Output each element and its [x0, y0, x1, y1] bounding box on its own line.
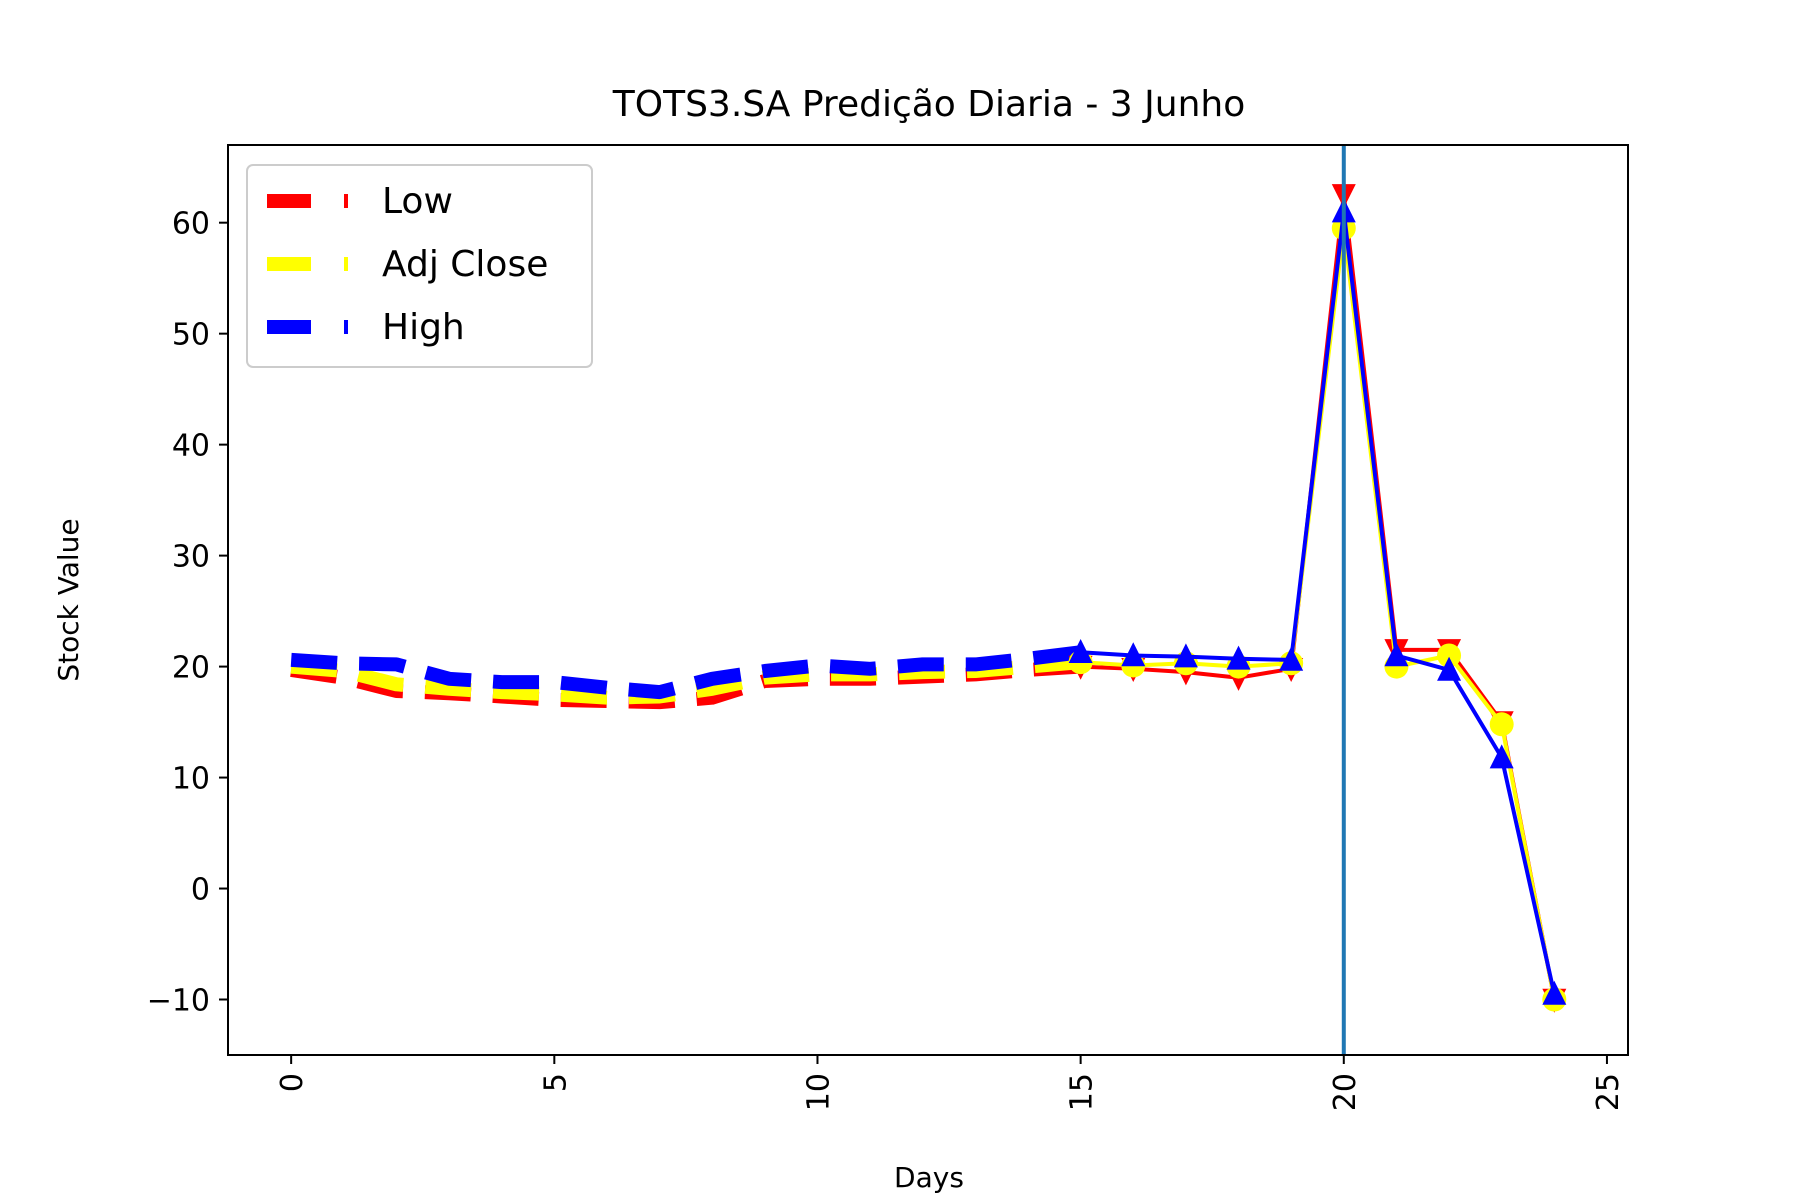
y-axis-label: Stock Value [52, 518, 85, 681]
point-high [1384, 642, 1409, 667]
chart-title: TOTS3.SA Predição Diaria - 3 Junho [612, 84, 1245, 125]
legend: Low Adj Close High [246, 164, 593, 368]
axes: −10 0 10 20 30 40 50 60 0 5 10 15 20 25 [147, 144, 1629, 1111]
x-tick-label: 0 [275, 1073, 310, 1092]
point-high [1542, 980, 1567, 1005]
axes-frame [227, 144, 1629, 1056]
legend-frame [246, 164, 593, 368]
point-high [1279, 646, 1304, 671]
point-adj-close [1437, 643, 1462, 668]
y-tick-label: 50 [172, 318, 210, 353]
y-tick-label: 40 [172, 429, 210, 464]
x-axis-label: Days [894, 1161, 964, 1194]
plot-area [290, 145, 1567, 1055]
y-tick-label: 0 [191, 873, 210, 908]
y-tick-label: −10 [147, 984, 210, 1019]
y-tick-label: 60 [172, 207, 210, 242]
x-tick-label: 10 [801, 1073, 836, 1111]
legend-label-low: Low [382, 181, 453, 222]
point-high [1068, 638, 1093, 663]
point-high [1121, 642, 1146, 667]
x-tick-label: 20 [1328, 1073, 1363, 1111]
y-tick-label: 10 [172, 762, 210, 797]
x-tick-label: 25 [1591, 1073, 1626, 1111]
point-high [1437, 656, 1462, 681]
prediction-line-high [1080, 209, 1557, 995]
x-tick-label: 15 [1065, 1073, 1100, 1111]
point-high [1173, 643, 1198, 668]
y-tick-label: 30 [172, 540, 210, 575]
legend-label-adj-close: Adj Close [382, 244, 548, 285]
point-high [1226, 645, 1251, 670]
y-tick-label: 20 [172, 651, 210, 686]
point-high [1489, 744, 1514, 769]
x-tick-label: 5 [538, 1073, 573, 1092]
legend-label-high: High [382, 307, 465, 348]
point-adj-close [1489, 712, 1514, 737]
